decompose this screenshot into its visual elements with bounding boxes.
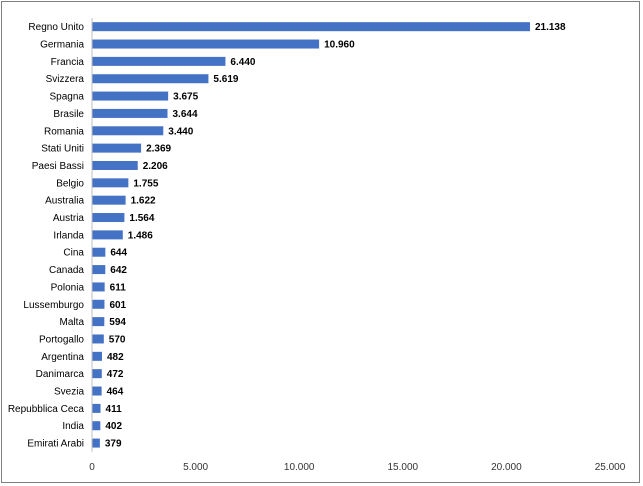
category-label: Paesi Bassi bbox=[32, 161, 84, 172]
value-label: 1.486 bbox=[128, 230, 153, 241]
bar bbox=[92, 438, 100, 448]
value-label: 464 bbox=[107, 387, 124, 398]
value-label: 1.564 bbox=[129, 213, 154, 224]
category-label: Emirati Arabi bbox=[27, 439, 84, 450]
value-label: 6.440 bbox=[230, 57, 255, 68]
value-label: 379 bbox=[105, 439, 122, 450]
category-label: Austria bbox=[53, 213, 85, 224]
category-label: Svizzera bbox=[46, 74, 85, 85]
value-labels: 21.138 10.960 6.440 5.619 3.675 3.644 3.440 2.3… bbox=[105, 22, 566, 449]
bar bbox=[92, 22, 530, 32]
value-label: 3.675 bbox=[173, 92, 198, 103]
bar bbox=[92, 56, 226, 66]
bar bbox=[92, 160, 138, 170]
bar bbox=[92, 230, 123, 240]
bar bbox=[92, 74, 209, 84]
value-label: 1.622 bbox=[131, 196, 156, 207]
bar bbox=[92, 351, 102, 361]
value-label: 3.644 bbox=[173, 109, 198, 120]
bar bbox=[92, 282, 105, 292]
x-axis-ticks: 0 5.000 10.000 15.000 20.000 25.000 bbox=[89, 462, 626, 473]
bar bbox=[92, 265, 106, 275]
category-label: Lussemburgo bbox=[23, 300, 84, 311]
bar bbox=[92, 299, 105, 309]
value-label: 644 bbox=[110, 248, 127, 259]
bar bbox=[92, 108, 168, 118]
value-label: 402 bbox=[105, 421, 122, 432]
category-label: Stati Uniti bbox=[41, 144, 84, 155]
x-tick-label: 0 bbox=[89, 462, 95, 473]
bar bbox=[92, 91, 169, 101]
value-label: 594 bbox=[109, 317, 126, 328]
value-label: 3.440 bbox=[168, 126, 193, 137]
bar bbox=[92, 317, 105, 327]
x-tick-label: 5.000 bbox=[183, 462, 208, 473]
category-labels: Regno Unito Germania Francia Svizzera Spagna… bbox=[8, 22, 85, 449]
category-label: Polonia bbox=[51, 282, 85, 293]
category-label: Germania bbox=[40, 40, 84, 51]
value-label: 601 bbox=[109, 300, 126, 311]
value-label: 611 bbox=[110, 282, 127, 293]
category-label: Repubblica Ceca bbox=[8, 404, 85, 415]
value-label: 411 bbox=[106, 404, 123, 415]
bars-group bbox=[92, 22, 530, 448]
value-label: 21.138 bbox=[535, 22, 566, 33]
x-tick-label: 15.000 bbox=[388, 462, 419, 473]
category-label: Svezia bbox=[54, 387, 84, 398]
value-label: 570 bbox=[109, 334, 126, 345]
category-label: Danimarca bbox=[36, 369, 85, 380]
x-tick-label: 20.000 bbox=[491, 462, 522, 473]
value-label: 1.755 bbox=[133, 178, 158, 189]
category-label: Malta bbox=[60, 317, 85, 328]
bar bbox=[92, 195, 126, 205]
category-label: Canada bbox=[49, 265, 84, 276]
bar bbox=[92, 178, 129, 188]
value-label: 2.206 bbox=[143, 161, 168, 172]
value-label: 2.369 bbox=[146, 144, 171, 155]
category-label: Australia bbox=[45, 196, 84, 207]
bar bbox=[92, 403, 101, 413]
bar bbox=[92, 421, 101, 431]
category-label: Belgio bbox=[56, 178, 84, 189]
value-label: 482 bbox=[107, 352, 124, 363]
value-label: 642 bbox=[110, 265, 127, 276]
bar bbox=[92, 247, 106, 257]
bar bbox=[92, 334, 104, 344]
category-label: Spagna bbox=[50, 92, 85, 103]
bar bbox=[92, 369, 102, 379]
x-tick-label: 25.000 bbox=[595, 462, 626, 473]
category-label: Argentina bbox=[41, 352, 84, 363]
bar bbox=[92, 213, 125, 223]
category-label: Irlanda bbox=[53, 230, 84, 241]
x-tick-label: 10.000 bbox=[284, 462, 315, 473]
bar bbox=[92, 39, 320, 49]
category-label: Cina bbox=[63, 248, 84, 259]
category-label: Brasile bbox=[53, 109, 84, 120]
bar bbox=[92, 386, 102, 396]
value-label: 5.619 bbox=[213, 74, 238, 85]
category-label: Romania bbox=[44, 126, 84, 137]
bar bbox=[92, 126, 164, 136]
value-label: 472 bbox=[107, 369, 124, 380]
category-label: India bbox=[62, 421, 84, 432]
category-label: Francia bbox=[51, 57, 85, 68]
value-label: 10.960 bbox=[324, 40, 355, 51]
category-label: Portogallo bbox=[39, 334, 84, 345]
category-label: Regno Unito bbox=[28, 22, 84, 33]
bar bbox=[92, 143, 142, 153]
